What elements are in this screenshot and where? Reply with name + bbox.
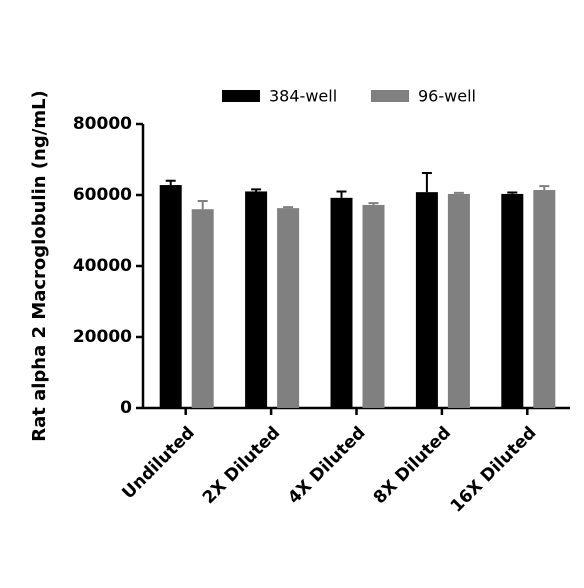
y-tick-label: 20000: [73, 327, 132, 347]
error-bar: [507, 191, 518, 194]
bar: [501, 193, 524, 408]
bar: [245, 191, 268, 408]
error-bar: [421, 171, 432, 193]
bar: [330, 197, 353, 408]
x-tick-label: 4X Diluted: [284, 423, 369, 508]
bar: [191, 209, 214, 408]
bar: [415, 192, 438, 408]
error-bar: [539, 185, 550, 191]
error-bar: [453, 191, 464, 194]
y-tick-label: 60000: [73, 185, 132, 205]
x-tick-label: 16X Diluted: [447, 423, 541, 517]
error-bar: [251, 188, 262, 192]
x-tick-label: Undiluted: [118, 423, 198, 503]
bar: [533, 190, 556, 408]
legend-label: 96-well: [418, 87, 476, 106]
y-tick-label: 80000: [73, 114, 132, 134]
legend-swatch: [222, 90, 260, 102]
legend-label: 384-well: [269, 87, 337, 106]
x-tick-label: 8X Diluted: [370, 423, 455, 508]
error-bar: [336, 190, 347, 198]
bar: [362, 204, 385, 408]
error-bar: [283, 206, 294, 209]
x-tick-label: 2X Diluted: [199, 423, 284, 508]
bar: [277, 208, 300, 408]
y-axis-label: Rat alpha 2 Macroglobulin (ng/mL): [29, 90, 50, 442]
y-tick-label: 0: [120, 398, 132, 418]
bar: [159, 185, 182, 408]
y-tick-label: 40000: [73, 256, 132, 276]
error-bar: [165, 179, 176, 186]
bar: [447, 193, 470, 408]
legend-swatch: [371, 90, 409, 102]
error-bar: [368, 202, 379, 205]
error-bar: [197, 200, 208, 210]
